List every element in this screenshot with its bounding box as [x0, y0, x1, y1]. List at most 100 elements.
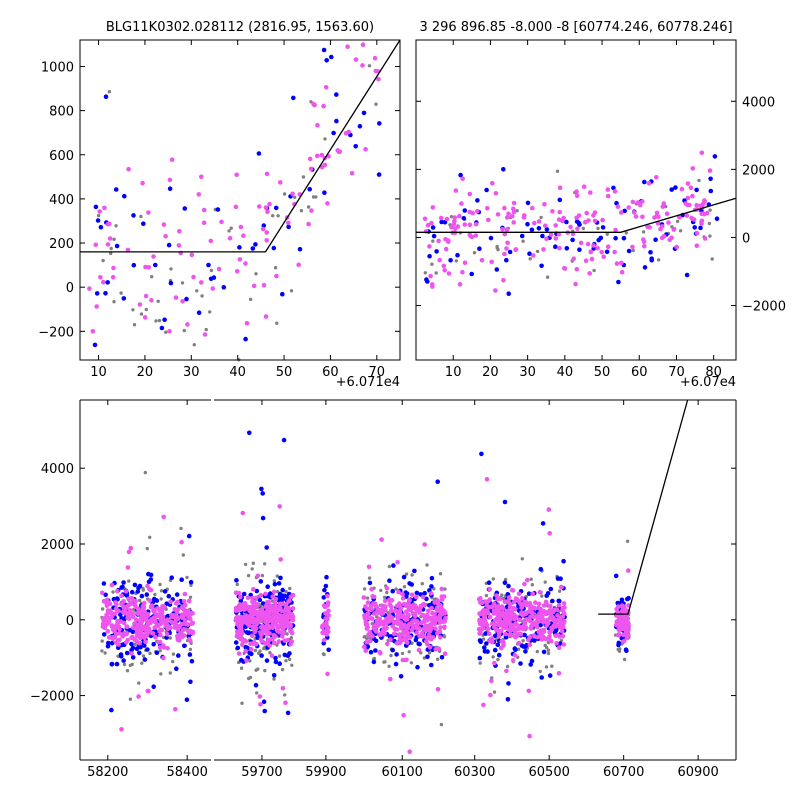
point-pink	[400, 657, 406, 663]
point-pink	[457, 213, 462, 219]
point-pink	[558, 584, 564, 590]
point-pink	[626, 568, 631, 573]
point-pink	[382, 598, 388, 604]
point-pink	[158, 627, 164, 633]
x-tick-label: 70	[668, 365, 685, 380]
point-pink	[532, 220, 537, 226]
point-pink	[508, 622, 513, 627]
point-gray	[427, 651, 432, 655]
point-gray	[130, 662, 134, 667]
point-pink	[556, 645, 562, 650]
point-pink	[132, 637, 137, 642]
point-pink	[145, 583, 150, 589]
point-pink	[504, 611, 510, 617]
fit-line-top-right	[416, 197, 737, 233]
point-pink	[506, 595, 512, 600]
point-pink	[161, 655, 166, 661]
point-blue	[142, 643, 147, 648]
point-pink	[624, 618, 630, 624]
point-pink	[438, 625, 443, 630]
point-gray	[169, 267, 173, 271]
point-gray	[543, 580, 547, 584]
point-pink	[612, 189, 618, 194]
point-pink	[434, 606, 439, 612]
point-pink	[336, 149, 342, 155]
point-gray	[362, 587, 367, 591]
point-pink	[399, 625, 404, 630]
point-gray	[125, 669, 130, 673]
point-pink	[557, 185, 563, 190]
point-pink	[271, 632, 277, 638]
point-blue	[250, 246, 256, 251]
point-gray	[404, 572, 409, 576]
point-pink	[442, 268, 448, 273]
point-pink	[111, 265, 116, 271]
point-pink	[138, 627, 143, 633]
point-pink	[531, 253, 536, 258]
point-blue	[237, 245, 242, 250]
point-pink	[139, 612, 145, 618]
point-blue	[642, 265, 648, 270]
point-gray	[114, 224, 118, 228]
point-pink	[444, 216, 450, 222]
point-pink	[363, 147, 368, 152]
point-gray	[145, 546, 149, 551]
point-blue	[393, 661, 399, 667]
point-gray	[530, 583, 534, 587]
point-blue	[506, 583, 511, 589]
point-pink	[238, 594, 243, 600]
point-pink	[396, 632, 401, 638]
point-pink	[255, 620, 261, 625]
point-gray	[159, 589, 164, 593]
point-pink	[282, 613, 287, 618]
point-pink	[527, 733, 532, 739]
point-gray	[158, 582, 162, 587]
point-pink	[136, 622, 142, 627]
point-pink	[499, 628, 504, 634]
point-gray	[140, 661, 144, 665]
point-blue	[604, 249, 610, 255]
point-pink	[621, 620, 626, 625]
point-blue	[271, 245, 277, 251]
point-pink	[485, 609, 490, 614]
point-pink	[148, 605, 154, 610]
point-pink	[137, 640, 142, 646]
point-blue	[187, 652, 193, 657]
point-blue	[134, 646, 140, 652]
point-pink	[406, 607, 412, 613]
point-pink	[269, 653, 275, 658]
point-pink	[109, 582, 115, 588]
point-gray	[137, 681, 141, 685]
point-blue	[334, 118, 339, 124]
point-gray	[656, 258, 661, 262]
point-blue	[429, 575, 435, 581]
point-pink	[619, 269, 625, 275]
point-pink	[498, 622, 503, 628]
point-pink	[484, 622, 490, 628]
point-pink	[133, 598, 138, 604]
point-pink	[452, 215, 458, 220]
point-blue	[540, 233, 545, 239]
point-blue	[93, 204, 99, 210]
point-gray	[410, 573, 414, 577]
point-pink	[460, 176, 466, 181]
point-pink	[94, 304, 99, 309]
point-blue	[367, 580, 373, 586]
point-pink	[438, 215, 444, 221]
point-pink	[702, 236, 708, 241]
point-pink	[642, 244, 647, 249]
axes-frame-top-right	[415, 39, 737, 361]
point-blue	[528, 662, 533, 667]
point-pink	[479, 600, 485, 606]
point-pink	[654, 175, 659, 180]
point-pink	[505, 240, 510, 246]
point-pink	[677, 215, 682, 220]
point-pink	[271, 589, 277, 595]
point-pink	[535, 634, 540, 640]
point-blue	[541, 649, 547, 655]
point-pink	[495, 212, 501, 217]
point-pink	[169, 614, 175, 619]
point-gray	[227, 229, 231, 233]
point-blue	[484, 641, 489, 646]
point-gray	[101, 258, 105, 263]
